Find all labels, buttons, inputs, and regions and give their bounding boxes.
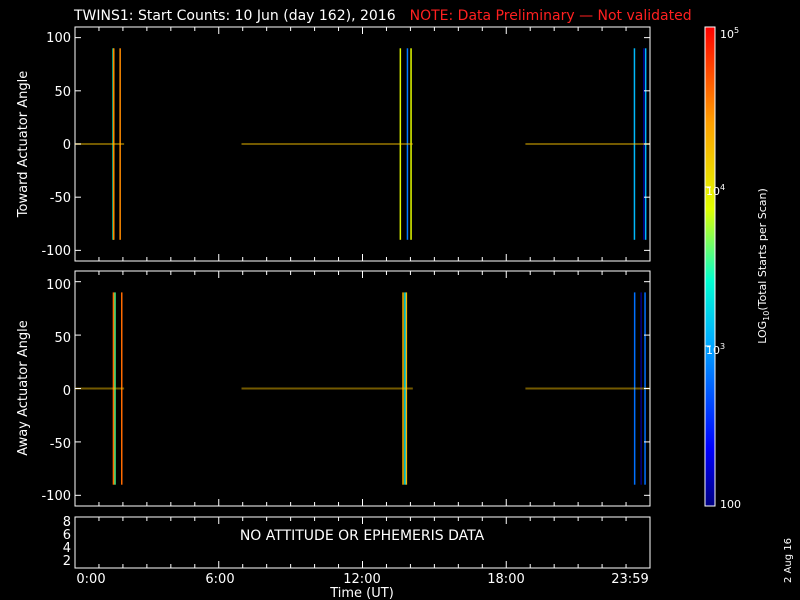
- colorbar-tick-label-1e3: 103: [706, 342, 725, 357]
- heatmap-spike: [643, 48, 645, 240]
- away-ytick-100: 100: [46, 278, 71, 293]
- toward-panel-frame: [74, 26, 651, 262]
- xtick-0600: 6:00: [205, 572, 234, 587]
- colorbar: [704, 26, 716, 507]
- ephemeris-panel-frame: [74, 516, 651, 569]
- heatmap-spike: [633, 292, 636, 485]
- bottom-ytick-6: 6: [63, 528, 71, 543]
- axes-ticks: [74, 27, 651, 568]
- date-stamp: 2 Aug 16: [783, 538, 794, 583]
- bottom-ytick-2: 2: [63, 554, 71, 569]
- toward-ytick-0: 0: [63, 138, 71, 153]
- xtick-1800: 18:00: [487, 572, 524, 587]
- heatmap-spike: [114, 292, 116, 485]
- heatmap-spike: [399, 48, 402, 240]
- away-y-axis-label: Away Actuator Angle: [16, 320, 31, 455]
- heatmap-spike: [119, 48, 121, 240]
- title-main: TWINS1: Start Counts: 10 Jun (day 162), …: [74, 8, 396, 24]
- toward-ytick-100: 100: [46, 31, 71, 46]
- toward-y-axis-label: Toward Actuator Angle: [16, 71, 31, 218]
- xtick-2359: 23:59: [611, 572, 648, 587]
- toward-ytick-m100: -100: [41, 244, 71, 259]
- toward-ytick-m50: -50: [50, 191, 71, 206]
- colorbar-tick-label-1e5: 105: [720, 26, 739, 41]
- no-data-message: NO ATTITUDE OR EPHEMERIS DATA: [240, 528, 485, 544]
- bottom-ytick-4: 4: [63, 541, 71, 556]
- heatmap-spike: [113, 48, 115, 240]
- heatmap-spike: [640, 292, 642, 485]
- title-note: NOTE: Data Preliminary — Not validated: [409, 8, 692, 24]
- chart-title: TWINS1: Start Counts: 10 Jun (day 162), …: [74, 8, 692, 24]
- away-ytick-0: 0: [63, 384, 71, 399]
- x-axis-label: Time (UT): [329, 586, 394, 600]
- heatmap-spike: [112, 292, 115, 485]
- heatmap-spike: [633, 48, 636, 240]
- heatmap-spike: [410, 48, 412, 240]
- away-ytick-50: 50: [54, 331, 71, 346]
- toward-ytick-50: 50: [54, 85, 71, 100]
- xtick-0000: 0:00: [76, 572, 105, 587]
- colorbar-label: LOG10(Total Starts per Scan): [756, 188, 771, 344]
- away-ytick-m50: -50: [50, 437, 71, 452]
- heatmap-spike: [402, 292, 404, 485]
- bottom-ytick-8: 8: [63, 515, 71, 530]
- heatmap-spike: [406, 48, 409, 240]
- colorbar-tick-label-1e4: 104: [706, 183, 725, 198]
- heatmap-spike: [121, 292, 123, 485]
- heatmap-spike: [404, 292, 406, 485]
- away-ytick-m100: -100: [41, 489, 71, 504]
- xtick-1200: 12:00: [343, 572, 380, 587]
- heatmap-spike: [405, 292, 408, 485]
- colorbar-tick-label-100: 100: [720, 498, 741, 511]
